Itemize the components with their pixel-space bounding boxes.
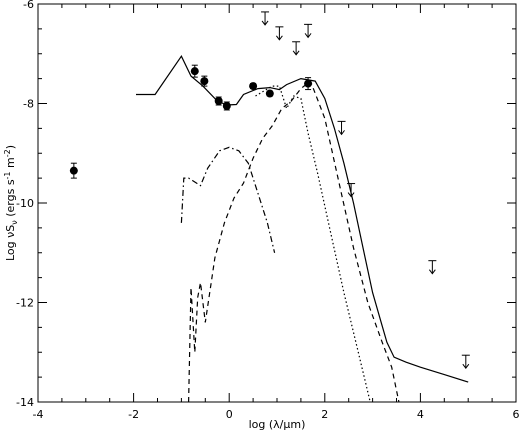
x-axis-label: log (λ/μm) — [249, 418, 306, 431]
data-point — [69, 166, 78, 175]
upper-limit-arrowhead — [428, 269, 436, 275]
upper-limit-arrowhead — [338, 130, 345, 136]
axis-ticks — [37, 3, 517, 403]
series-dotted-line — [255, 85, 371, 403]
x-tick-label: 0 — [226, 408, 233, 421]
data-point — [200, 77, 209, 86]
x-tick-label: -4 — [33, 408, 44, 421]
upper-limit-arrowhead — [261, 20, 269, 26]
upper-limit-arrowhead — [275, 35, 283, 41]
data-point — [214, 97, 223, 106]
x-tick-label: 6 — [513, 408, 520, 421]
y-tick-label: -10 — [16, 197, 34, 210]
series-dashdot-line — [180, 146, 276, 253]
model-curves — [136, 55, 469, 403]
data-point — [190, 67, 199, 76]
y-tick-label: -14 — [16, 396, 34, 409]
y-tick-label: -6 — [23, 0, 34, 11]
upper-limit-arrows — [261, 11, 470, 370]
upper-limit-arrowhead — [462, 363, 470, 370]
y-tick-label: -8 — [23, 98, 34, 111]
upper-limit-arrowhead — [347, 192, 355, 198]
series-dashed-line — [188, 80, 400, 403]
data-points — [69, 64, 313, 179]
data-point — [265, 89, 274, 98]
x-tick-label: -2 — [128, 408, 139, 421]
upper-limit-arrowhead — [304, 33, 312, 39]
data-point — [249, 82, 258, 91]
data-point — [304, 79, 313, 88]
y-axis-label: Log νSν (ergs s-1 m-2) — [3, 145, 19, 261]
x-tick-label: 4 — [417, 408, 424, 421]
upper-limit-arrowhead — [292, 50, 300, 56]
series-solid-line — [136, 55, 469, 383]
data-point — [222, 101, 231, 110]
x-tick-label: 2 — [321, 408, 328, 421]
tick-labels: -4 -2 0 2 4 6 -14 -12 -10 -8 -6 — [16, 0, 519, 421]
y-tick-label: -12 — [16, 297, 34, 310]
plot-frame — [37, 3, 517, 403]
